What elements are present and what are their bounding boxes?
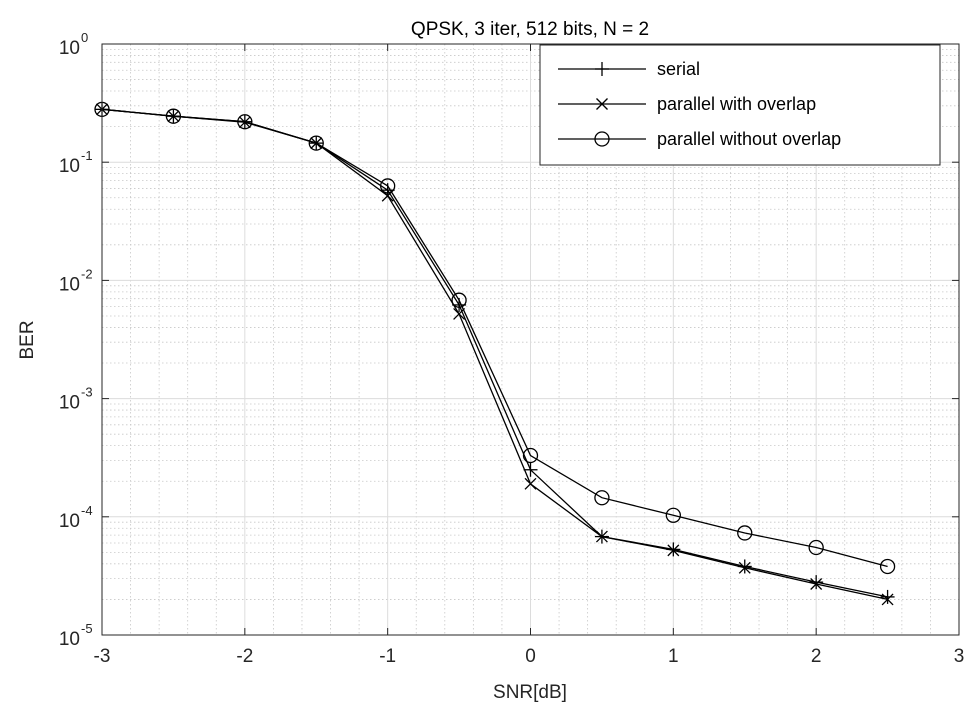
data-point-circle <box>165 108 182 124</box>
data-point-circle <box>737 525 753 541</box>
x-marker-b <box>667 544 680 557</box>
y-tick-label: 10-5 <box>59 621 93 650</box>
data-point-plus <box>809 575 824 590</box>
y-tick-label-exponent: -4 <box>81 503 93 518</box>
legend-label: parallel without overlap <box>657 129 841 149</box>
x-marker-b <box>524 477 537 490</box>
y-tick-label: 10-3 <box>59 385 93 414</box>
x-tick-label: 1 <box>668 646 679 667</box>
y-tick-label-exponent: -3 <box>81 385 93 400</box>
data-point-plus <box>880 589 895 604</box>
x-marker-b <box>738 561 751 574</box>
legend-label: parallel with overlap <box>657 94 816 114</box>
chart-title: QPSK, 3 iter, 512 bits, N = 2 <box>411 19 649 40</box>
y-tick-label: 10-4 <box>59 503 93 532</box>
x-tick-labels: -3 -2 -1 0 1 2 3 <box>94 646 965 667</box>
legend-entry: parallel with overlap <box>558 94 816 114</box>
data-point-x <box>667 544 680 557</box>
x-tick-label: -1 <box>379 646 396 667</box>
series-line <box>101 108 888 568</box>
series-layer <box>94 101 896 606</box>
series-circle <box>94 101 896 575</box>
y-tick-label-base: 10 <box>59 156 80 177</box>
data-point-x <box>881 593 894 606</box>
y-tick-label: 10-2 <box>59 266 93 295</box>
axis-ticks <box>101 43 960 636</box>
legend-label: serial <box>657 59 700 79</box>
y-tick-label-base: 10 <box>59 511 80 532</box>
x-marker-b <box>810 578 823 590</box>
legend-entry: parallel without overlap <box>558 129 841 149</box>
y-tick-label-base: 10 <box>59 274 80 295</box>
data-point-circle <box>879 558 896 575</box>
y-tick-label-base: 10 <box>59 629 80 650</box>
x-marker-b <box>596 98 608 110</box>
data-point-circle <box>237 114 253 130</box>
data-point-circle <box>665 507 681 523</box>
data-point-x <box>738 561 751 574</box>
x-marker-b <box>881 593 894 606</box>
data-point-circle <box>380 178 396 194</box>
data-point-circle <box>522 447 539 464</box>
x-axis-label: SNR[dB] <box>493 682 567 703</box>
data-point-circle <box>594 490 610 506</box>
data-point-plus <box>523 462 538 477</box>
y-tick-label: 100 <box>59 30 88 59</box>
x-tick-label: 2 <box>811 646 822 667</box>
y-tick-label-base: 10 <box>59 38 80 59</box>
data-point-x <box>810 578 823 590</box>
data-point-circle <box>308 135 324 151</box>
y-tick-label-exponent: -2 <box>81 266 93 281</box>
y-axis-label: BER <box>17 320 38 359</box>
x-marker-b <box>595 530 608 543</box>
data-point-x <box>595 530 608 543</box>
legend-marker-circle <box>594 131 610 147</box>
x-tick-label: -2 <box>236 646 253 667</box>
y-tick-label-exponent: -1 <box>81 148 93 163</box>
legend-marker-plus <box>595 62 609 76</box>
data-point-circle <box>451 292 467 308</box>
x-tick-label: 3 <box>954 646 965 667</box>
x-marker-b <box>453 308 466 320</box>
x-tick-label: -3 <box>94 646 111 667</box>
y-tick-label-exponent: 0 <box>81 30 88 45</box>
data-point-x <box>524 477 537 490</box>
data-point-x <box>453 308 466 320</box>
x-tick-label: 0 <box>525 646 536 667</box>
y-tick-label-base: 10 <box>59 393 80 414</box>
y-tick-label-exponent: -5 <box>81 621 93 636</box>
legend: serial parallel with overlap parallel with… <box>539 44 941 166</box>
y-tick-label: 10-1 <box>59 148 93 177</box>
legend-marker-x <box>596 98 608 110</box>
data-point-circle <box>808 539 824 556</box>
legend-entry: serial <box>558 59 700 79</box>
